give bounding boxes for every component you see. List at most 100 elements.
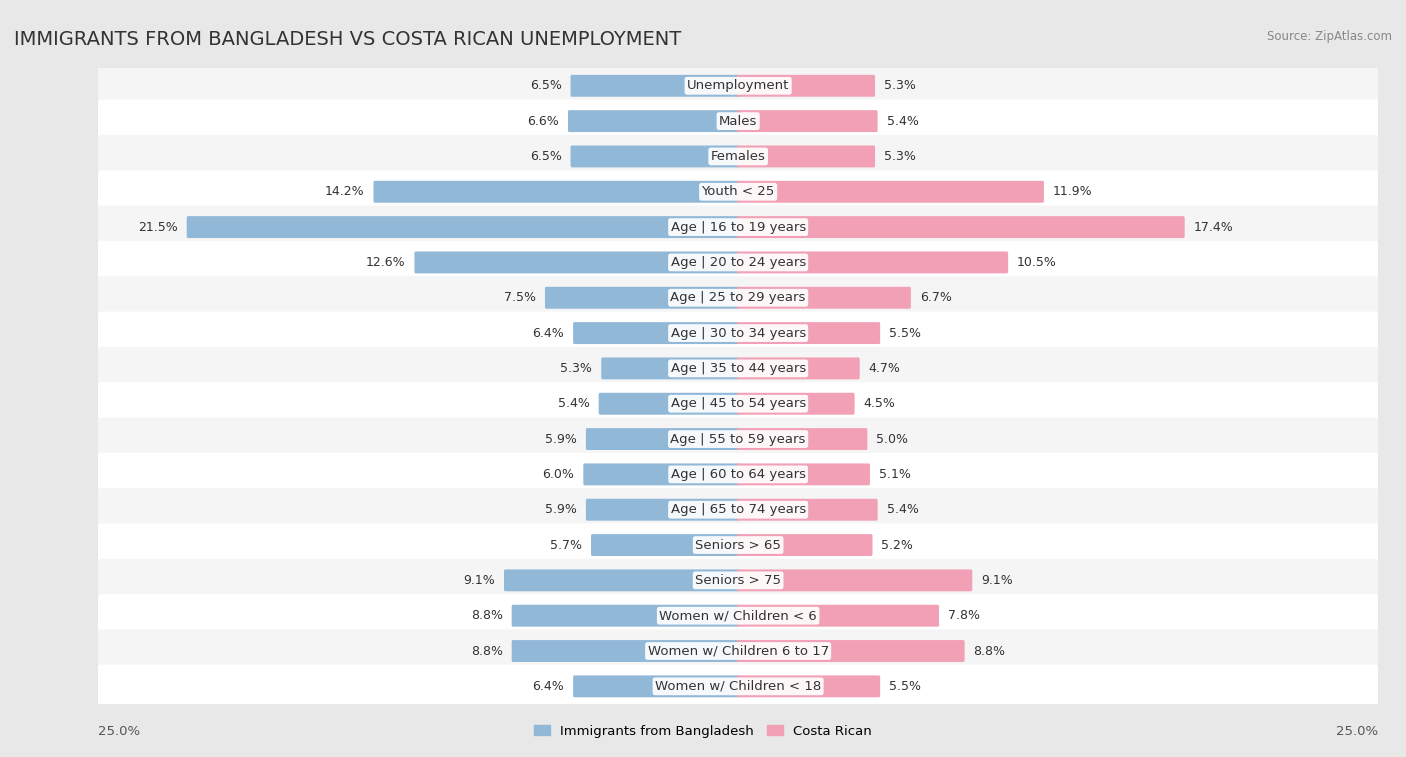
Text: 5.7%: 5.7% (550, 538, 582, 552)
Text: 10.5%: 10.5% (1017, 256, 1057, 269)
FancyBboxPatch shape (737, 463, 870, 485)
Text: IMMIGRANTS FROM BANGLADESH VS COSTA RICAN UNEMPLOYMENT: IMMIGRANTS FROM BANGLADESH VS COSTA RICA… (14, 30, 682, 49)
Text: Females: Females (710, 150, 766, 163)
Text: Youth < 25: Youth < 25 (702, 185, 775, 198)
Text: 5.9%: 5.9% (546, 432, 576, 446)
FancyBboxPatch shape (97, 559, 1379, 602)
FancyBboxPatch shape (97, 453, 1379, 496)
Text: 5.4%: 5.4% (887, 114, 918, 128)
Text: 7.5%: 7.5% (503, 291, 536, 304)
Text: 25.0%: 25.0% (1336, 725, 1378, 738)
Text: 9.1%: 9.1% (464, 574, 495, 587)
FancyBboxPatch shape (737, 287, 911, 309)
Text: 12.6%: 12.6% (366, 256, 405, 269)
Text: 5.4%: 5.4% (558, 397, 589, 410)
Text: Source: ZipAtlas.com: Source: ZipAtlas.com (1267, 30, 1392, 43)
Text: Age | 60 to 64 years: Age | 60 to 64 years (671, 468, 806, 481)
FancyBboxPatch shape (97, 135, 1379, 178)
FancyBboxPatch shape (97, 630, 1379, 672)
Text: Age | 20 to 24 years: Age | 20 to 24 years (671, 256, 806, 269)
FancyBboxPatch shape (737, 393, 855, 415)
FancyBboxPatch shape (737, 322, 880, 344)
FancyBboxPatch shape (571, 75, 740, 97)
FancyBboxPatch shape (97, 100, 1379, 142)
Text: Seniors > 75: Seniors > 75 (695, 574, 782, 587)
FancyBboxPatch shape (97, 170, 1379, 213)
FancyBboxPatch shape (571, 145, 740, 167)
Text: 5.4%: 5.4% (887, 503, 918, 516)
Text: Age | 45 to 54 years: Age | 45 to 54 years (671, 397, 806, 410)
FancyBboxPatch shape (97, 347, 1379, 390)
Text: Seniors > 65: Seniors > 65 (695, 538, 782, 552)
FancyBboxPatch shape (737, 534, 873, 556)
FancyBboxPatch shape (591, 534, 740, 556)
Text: 5.9%: 5.9% (546, 503, 576, 516)
FancyBboxPatch shape (97, 665, 1379, 708)
Text: 5.3%: 5.3% (884, 150, 915, 163)
FancyBboxPatch shape (512, 640, 740, 662)
Text: 9.1%: 9.1% (981, 574, 1012, 587)
Text: 6.6%: 6.6% (527, 114, 560, 128)
FancyBboxPatch shape (97, 524, 1379, 566)
FancyBboxPatch shape (503, 569, 740, 591)
Text: 5.2%: 5.2% (882, 538, 914, 552)
Text: 7.8%: 7.8% (948, 609, 980, 622)
Text: Males: Males (718, 114, 758, 128)
Text: 4.7%: 4.7% (869, 362, 900, 375)
Text: Age | 65 to 74 years: Age | 65 to 74 years (671, 503, 806, 516)
FancyBboxPatch shape (574, 675, 740, 697)
FancyBboxPatch shape (415, 251, 740, 273)
Text: 25.0%: 25.0% (98, 725, 141, 738)
Text: Women w/ Children < 18: Women w/ Children < 18 (655, 680, 821, 693)
FancyBboxPatch shape (374, 181, 740, 203)
FancyBboxPatch shape (737, 75, 875, 97)
Text: 5.5%: 5.5% (889, 680, 921, 693)
FancyBboxPatch shape (737, 569, 973, 591)
Text: 21.5%: 21.5% (138, 220, 177, 234)
FancyBboxPatch shape (97, 488, 1379, 531)
Text: 6.0%: 6.0% (543, 468, 575, 481)
Text: 6.4%: 6.4% (533, 326, 564, 340)
FancyBboxPatch shape (737, 428, 868, 450)
Text: 6.4%: 6.4% (533, 680, 564, 693)
Text: 5.1%: 5.1% (879, 468, 911, 481)
Text: 5.5%: 5.5% (889, 326, 921, 340)
FancyBboxPatch shape (737, 499, 877, 521)
FancyBboxPatch shape (599, 393, 740, 415)
Text: 4.5%: 4.5% (863, 397, 896, 410)
FancyBboxPatch shape (737, 605, 939, 627)
FancyBboxPatch shape (583, 463, 740, 485)
FancyBboxPatch shape (97, 64, 1379, 107)
Text: Age | 30 to 34 years: Age | 30 to 34 years (671, 326, 806, 340)
FancyBboxPatch shape (737, 640, 965, 662)
Text: Age | 25 to 29 years: Age | 25 to 29 years (671, 291, 806, 304)
FancyBboxPatch shape (568, 111, 740, 132)
Text: 11.9%: 11.9% (1053, 185, 1092, 198)
FancyBboxPatch shape (574, 322, 740, 344)
FancyBboxPatch shape (737, 111, 877, 132)
FancyBboxPatch shape (97, 241, 1379, 284)
FancyBboxPatch shape (586, 428, 740, 450)
Text: 6.7%: 6.7% (920, 291, 952, 304)
FancyBboxPatch shape (546, 287, 740, 309)
FancyBboxPatch shape (187, 217, 740, 238)
Text: 8.8%: 8.8% (471, 644, 503, 658)
FancyBboxPatch shape (97, 594, 1379, 637)
Text: Age | 35 to 44 years: Age | 35 to 44 years (671, 362, 806, 375)
Text: 6.5%: 6.5% (530, 79, 561, 92)
Text: 8.8%: 8.8% (973, 644, 1005, 658)
FancyBboxPatch shape (97, 276, 1379, 319)
Text: Age | 55 to 59 years: Age | 55 to 59 years (671, 432, 806, 446)
Text: Women w/ Children < 6: Women w/ Children < 6 (659, 609, 817, 622)
FancyBboxPatch shape (97, 312, 1379, 354)
FancyBboxPatch shape (737, 251, 1008, 273)
Text: 6.5%: 6.5% (530, 150, 561, 163)
FancyBboxPatch shape (737, 145, 875, 167)
Text: 17.4%: 17.4% (1194, 220, 1233, 234)
FancyBboxPatch shape (737, 357, 859, 379)
Legend: Immigrants from Bangladesh, Costa Rican: Immigrants from Bangladesh, Costa Rican (529, 719, 877, 743)
Text: 8.8%: 8.8% (471, 609, 503, 622)
FancyBboxPatch shape (97, 382, 1379, 425)
FancyBboxPatch shape (97, 418, 1379, 460)
FancyBboxPatch shape (737, 675, 880, 697)
